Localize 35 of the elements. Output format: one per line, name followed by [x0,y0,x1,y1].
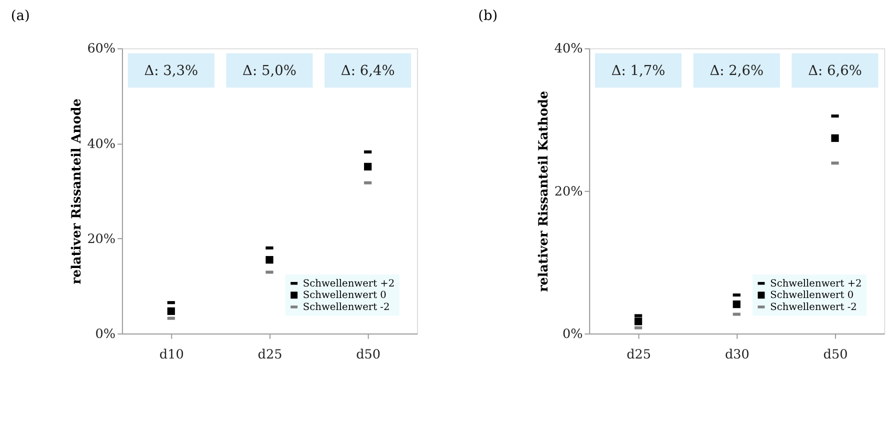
y-axis-title: relativer Rissanteil Anode [69,98,84,284]
y-tick-label: 40% [87,136,116,152]
y-tick-label: 60% [87,42,116,57]
x-tick-label: d25 [258,348,282,363]
x-tick-label: d25 [626,348,652,363]
chart-title: (b) [478,8,498,24]
point [634,318,642,326]
point [167,307,175,315]
legend-label: Schwellenwert -2 [302,302,390,313]
point [732,300,740,308]
x-tick-label: d30 [724,348,750,363]
annotation: Δ: 1,7% [611,62,666,79]
y-tick-label: 20% [87,232,116,247]
chart-title: (a) [10,8,30,24]
annotation: Δ: 6,6% [808,62,862,79]
annotation: Δ: 5,0% [242,62,296,79]
annotation: Δ: 6,4% [340,62,395,79]
x-tick-label: d50 [356,348,381,363]
point [266,256,274,264]
y-axis-title: relativer Rissanteil Kathode [536,90,552,292]
y-tick-label: 20% [554,184,583,200]
annotation: Δ: 2,6% [710,62,764,79]
legend-label: Schwellenwert 0 [770,290,854,302]
annotation: Δ: 3,3% [144,62,198,79]
point [364,162,372,170]
legend-label: Schwellenwert +2 [770,278,862,290]
y-tick-label: 0% [95,326,116,342]
y-tick-label: 0% [562,326,583,342]
legend-label: Schwellenwert +2 [302,278,395,290]
x-tick-label: d10 [159,348,184,363]
legend-label: Schwellenwert -2 [770,302,857,313]
point [831,134,839,142]
x-tick-label: d50 [823,348,848,363]
y-tick-label: 40% [554,42,583,57]
legend-label: Schwellenwert 0 [302,290,386,302]
